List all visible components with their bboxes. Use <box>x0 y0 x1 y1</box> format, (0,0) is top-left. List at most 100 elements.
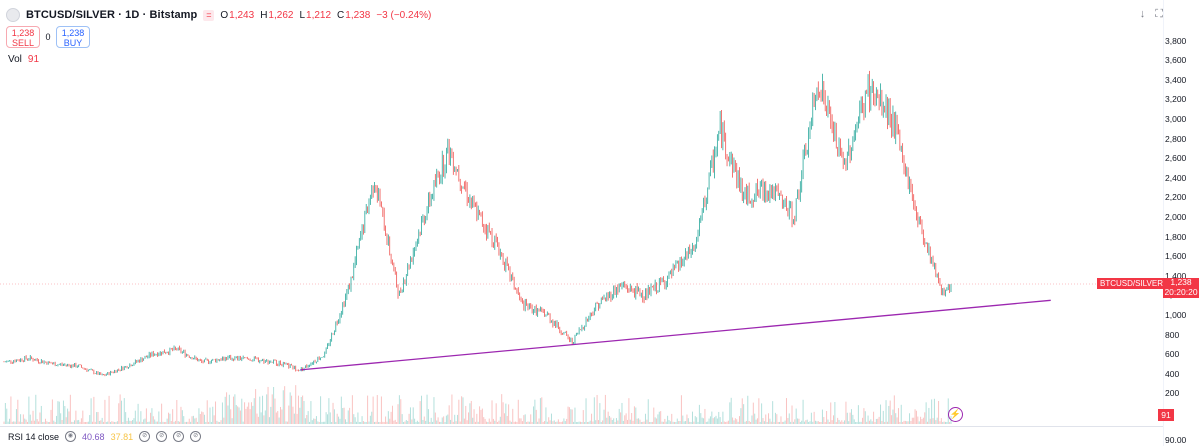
arrow-down-icon[interactable]: ↓ <box>1139 8 1146 20</box>
volume-bar <box>826 411 828 424</box>
volume-bar <box>58 401 60 424</box>
volume-bar <box>758 398 760 424</box>
sell-button[interactable]: 1,238 SELL <box>6 26 40 48</box>
volume-bar <box>686 414 688 424</box>
rsi-label[interactable]: RSI 14 close <box>8 431 60 442</box>
volume-bar <box>927 421 929 424</box>
volume-bar <box>62 400 64 424</box>
volume-bar <box>473 409 475 424</box>
volume-bar <box>430 417 432 424</box>
volume-bar <box>585 398 587 424</box>
volume-bar <box>911 417 913 424</box>
volume-bar <box>454 414 456 424</box>
volume-bar <box>458 399 460 424</box>
volume-bar <box>683 421 685 424</box>
high-value: 1,262 <box>268 9 294 21</box>
volume-bar <box>906 421 908 424</box>
volume-bar <box>93 396 95 424</box>
hidden-value-icon: ⊘ <box>173 431 185 442</box>
price-axis-tick: 1,800 <box>1165 231 1187 242</box>
volume-bar <box>929 418 931 424</box>
volume-bar <box>662 421 664 424</box>
volume-bar <box>108 395 110 424</box>
volume-bar <box>701 417 703 424</box>
volume-bar <box>162 421 164 424</box>
fullscreen-icon[interactable]: ⛶ <box>1155 8 1163 20</box>
volume-bar <box>311 420 313 424</box>
volume-value: 91 <box>27 54 40 65</box>
change-value: −3 (−0.24%) <box>376 9 432 21</box>
volume-bar <box>857 405 859 424</box>
volume-bar <box>712 418 714 424</box>
volume-bar <box>650 421 652 424</box>
volume-bar <box>586 422 588 424</box>
volume-legend[interactable]: Vol 91 <box>8 54 39 65</box>
volume-bar <box>418 421 420 424</box>
volume-bar <box>566 418 568 424</box>
trendline[interactable] <box>300 299 1051 371</box>
volume-bar <box>387 411 389 424</box>
volume-bar <box>94 421 96 424</box>
volume-bar <box>440 421 442 424</box>
volume-bar <box>250 402 252 424</box>
volume-bar <box>617 420 619 424</box>
volume-bar <box>91 421 93 424</box>
volume-bar <box>841 420 843 424</box>
price-chart[interactable] <box>0 0 1163 446</box>
lightning-icon[interactable]: ⚡ <box>948 407 963 422</box>
volume-bar <box>917 416 919 424</box>
volume-bar <box>234 394 236 424</box>
volume-bar <box>609 415 611 424</box>
open-key: O <box>220 9 229 21</box>
volume-bar <box>219 422 221 424</box>
volume-bar <box>147 421 149 424</box>
volume-bar <box>180 406 182 424</box>
price-axis[interactable] <box>1163 0 1199 446</box>
volume-bar <box>344 419 346 424</box>
volume-bar <box>815 420 817 424</box>
volume-bar <box>512 408 514 424</box>
volume-bar <box>806 419 808 424</box>
symbol-title[interactable]: BTCUSD/SILVER · 1D · Bitstamp <box>26 9 198 21</box>
market-status-icon[interactable]: = <box>203 9 215 21</box>
volume-bar <box>896 417 898 424</box>
volume-bar <box>239 410 241 424</box>
volume-bar <box>805 420 807 424</box>
volume-bar <box>456 414 458 424</box>
volume-bar <box>317 421 319 424</box>
volume-bar <box>4 402 6 424</box>
volume-bar <box>346 421 348 424</box>
volume-bar <box>787 417 789 424</box>
volume-bar <box>360 421 362 424</box>
volume-bar <box>794 419 796 424</box>
volume-bar <box>682 415 684 424</box>
volume-bar <box>924 412 926 424</box>
price-axis-tick: 2,000 <box>1165 212 1187 222</box>
volume-bar <box>510 421 512 424</box>
volume-bar <box>125 412 127 424</box>
volume-bar <box>761 403 763 424</box>
volume-bar <box>689 421 691 424</box>
volume-bar <box>210 421 212 424</box>
volume-bar <box>6 408 8 424</box>
buy-button[interactable]: 1,238 BUY <box>56 26 90 48</box>
volume-bar <box>523 415 525 424</box>
volume-bar <box>28 396 30 424</box>
volume-bar <box>860 421 862 424</box>
volume-bar <box>409 407 411 424</box>
volume-bar <box>813 411 815 424</box>
volume-bar <box>114 421 116 424</box>
volume-bar <box>737 421 739 424</box>
price-axis-tick: 2,200 <box>1165 192 1187 203</box>
volume-bar <box>350 421 352 424</box>
volume-bar <box>259 396 261 424</box>
high-key: H <box>260 9 268 21</box>
volume-bar <box>521 421 523 424</box>
volume-bar <box>447 414 449 424</box>
volume-bar <box>792 421 794 424</box>
rsi-settings-icon[interactable]: ◉ <box>65 431 77 442</box>
volume-bar <box>573 421 575 424</box>
volume-bar <box>203 414 205 424</box>
volume-bar <box>437 417 439 424</box>
volume-bar <box>257 416 259 424</box>
